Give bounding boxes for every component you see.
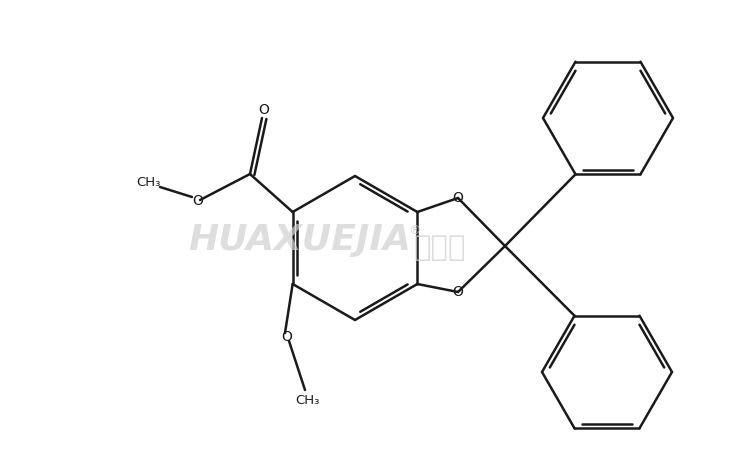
Text: O: O <box>452 285 464 299</box>
Text: O: O <box>281 330 292 344</box>
Text: CH₃: CH₃ <box>136 175 160 188</box>
Text: O: O <box>193 194 203 208</box>
Text: O: O <box>452 191 464 205</box>
Text: ®: ® <box>408 225 421 238</box>
Text: HUAXUEJIA: HUAXUEJIA <box>188 223 411 257</box>
Text: 化学加: 化学加 <box>414 234 466 262</box>
Text: O: O <box>259 103 269 117</box>
Text: CH₃: CH₃ <box>295 393 319 406</box>
